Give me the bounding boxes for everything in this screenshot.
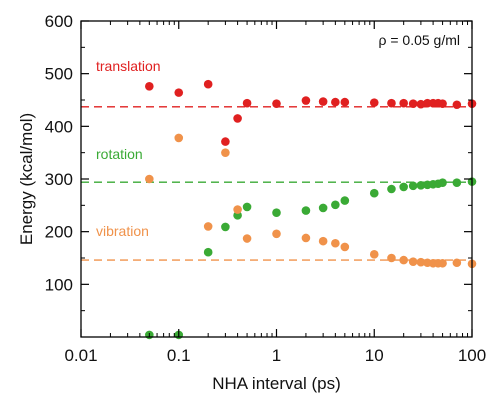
- axis-ticks: [80, 20, 473, 337]
- rotation-point: [221, 222, 230, 232]
- translation-point: [387, 98, 396, 108]
- rotation-point: [242, 202, 252, 212]
- translation-point: [340, 97, 350, 107]
- vibration-point: [340, 242, 350, 252]
- vibration-point: [272, 229, 281, 239]
- translation-point: [331, 97, 340, 107]
- data-points: [145, 79, 477, 340]
- translation-point: [399, 98, 408, 108]
- tick-labels: 0.01 0.1 1 10 100 100 200 300 400 500 600: [45, 12, 487, 365]
- vibration-point: [145, 174, 154, 184]
- rotation-point: [438, 178, 447, 187]
- translation-point: [242, 98, 252, 108]
- vibration-point: [438, 258, 447, 268]
- rotation-point: [399, 182, 408, 192]
- rotation-point: [272, 208, 281, 218]
- vibration-point: [369, 250, 379, 259]
- x-tick-label: 1: [272, 346, 281, 365]
- y-tick-label: 400: [45, 117, 73, 136]
- x-axis-title: NHA interval (ps): [212, 374, 340, 393]
- x-tick-label: 0.1: [167, 346, 191, 365]
- vibration-point: [399, 255, 408, 265]
- series-labels: translation rotation vibration: [96, 58, 161, 239]
- rotation-point: [340, 196, 350, 205]
- vibration-point: [387, 253, 396, 263]
- translation-point: [221, 137, 230, 146]
- translation-point: [174, 88, 184, 97]
- y-tick-label: 500: [45, 65, 73, 84]
- vibration-point: [408, 257, 418, 266]
- vibration-label: vibration: [96, 223, 149, 239]
- vibration-point: [203, 222, 213, 231]
- x-tick-label: 100: [458, 346, 486, 365]
- vibration-point: [416, 257, 426, 267]
- vibration-point: [242, 234, 252, 243]
- rotation-point: [318, 203, 328, 213]
- translation-point: [272, 99, 281, 108]
- x-tick-label: 0.01: [64, 346, 97, 365]
- y-tick-label: 100: [45, 275, 73, 294]
- vibration-point: [318, 236, 328, 246]
- rotation-point: [331, 200, 340, 210]
- rotation-label: rotation: [96, 146, 143, 162]
- vibration-point: [452, 258, 462, 268]
- translation-point: [301, 96, 311, 105]
- y-axis-title: Energy (kcal/mol): [17, 113, 36, 245]
- translation-point: [416, 99, 426, 109]
- translation-label: translation: [96, 58, 161, 74]
- rotation-point: [387, 184, 396, 194]
- translation-point: [233, 114, 242, 123]
- rotation-point: [408, 181, 418, 191]
- vibration-point: [301, 233, 311, 243]
- rotation-point: [203, 247, 213, 257]
- density-annotation: ρ = 0.05 g/ml: [378, 32, 460, 48]
- vibration-point: [331, 238, 340, 248]
- rotation-point: [301, 206, 311, 215]
- y-tick-label: 600: [45, 12, 73, 31]
- translation-point: [438, 99, 447, 108]
- x-tick-label: 10: [365, 346, 384, 365]
- translation-point: [369, 98, 379, 107]
- translation-point: [452, 100, 462, 110]
- y-tick-label: 300: [45, 170, 73, 189]
- translation-point: [145, 82, 154, 91]
- translation-point: [318, 97, 328, 106]
- rotation-point: [369, 188, 379, 198]
- vibration-point: [221, 148, 230, 157]
- translation-point: [203, 79, 213, 89]
- rotation-point: [416, 181, 426, 190]
- vibration-point: [233, 205, 242, 214]
- rotation-point: [452, 178, 462, 187]
- vibration-point: [174, 133, 184, 143]
- y-tick-label: 200: [45, 223, 73, 242]
- translation-point: [408, 99, 418, 108]
